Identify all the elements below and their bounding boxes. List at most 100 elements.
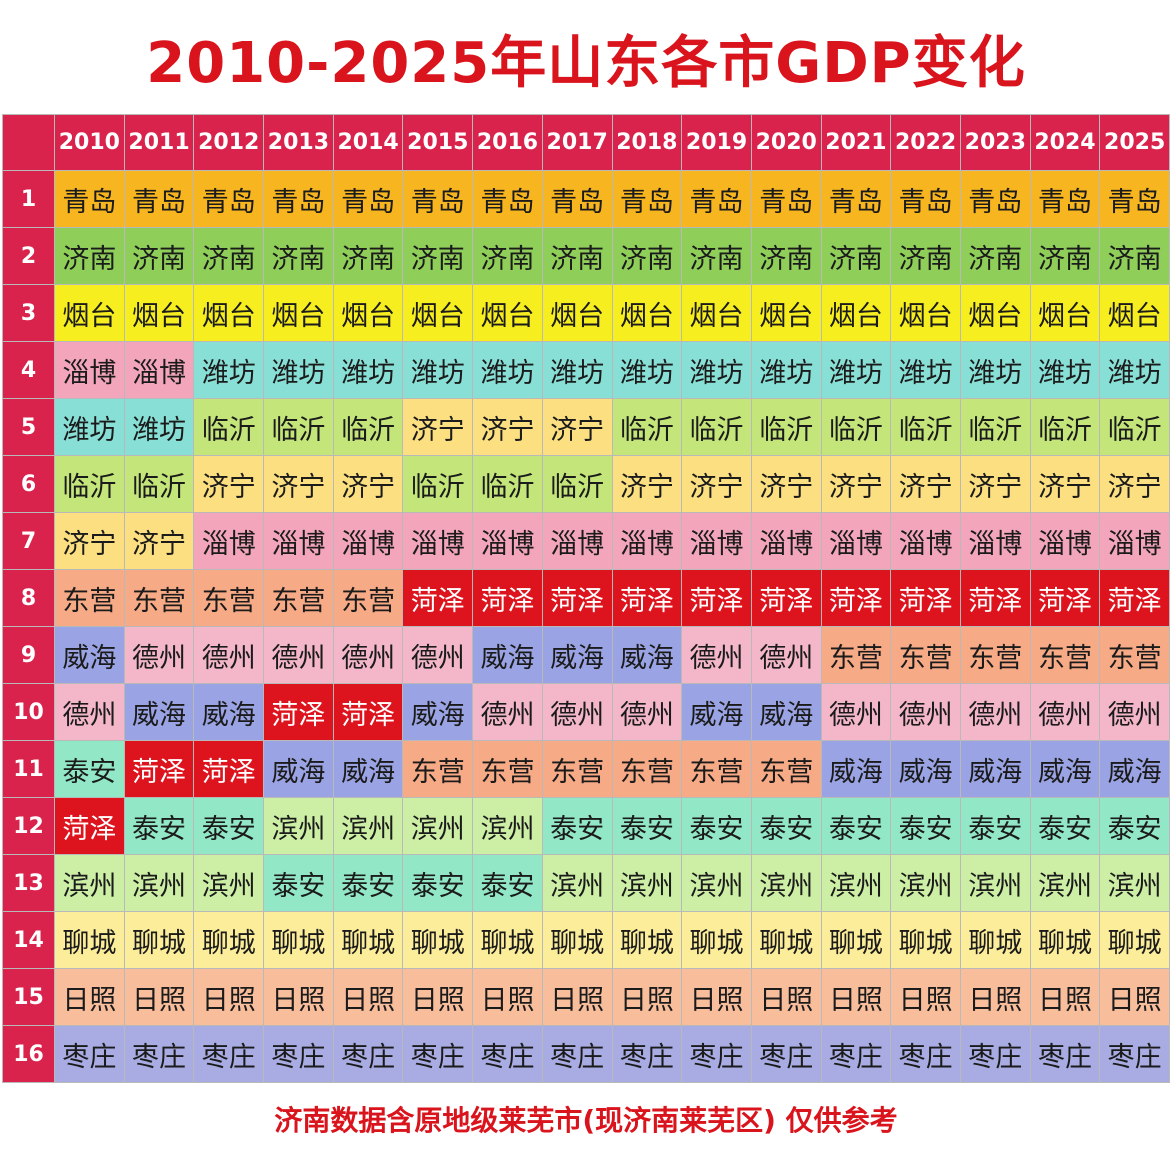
city-cell: 德州 xyxy=(472,683,543,741)
city-cell: 临沂 xyxy=(611,398,683,456)
table-row: 13 滨州 滨州 滨州 泰安 泰安 泰安 泰安 滨州 滨州 滨州 滨州 滨州 滨州 滨州 滨州 滨州 xyxy=(2,854,1170,912)
city-cell: 聊城 xyxy=(54,911,125,969)
rank-number: 12 xyxy=(2,797,55,855)
city-cell: 青岛 xyxy=(332,170,404,228)
ranking-table: 2010 2011 2012 2013 2014 2015 2016 2017 … xyxy=(2,114,1170,1083)
city-cell: 济南 xyxy=(959,227,1031,285)
city-cell: 潍坊 xyxy=(541,341,613,399)
city-cell: 东营 xyxy=(402,740,474,798)
footnote: 济南数据含原地级莱芜市(现济南莱芜区) 仅供参考 xyxy=(274,1104,898,1137)
year-header-row: 2010 2011 2012 2013 2014 2015 2016 2017 … xyxy=(2,114,1170,171)
city-cell: 滨州 xyxy=(54,854,125,912)
city-cell: 日照 xyxy=(541,968,613,1026)
city-cell: 青岛 xyxy=(890,170,961,228)
city-cell: 枣庄 xyxy=(472,1025,543,1083)
city-cell: 聊城 xyxy=(890,911,961,969)
city-cell: 菏泽 xyxy=(332,683,404,741)
city-cell: 济宁 xyxy=(123,512,195,570)
year-header: 2022 xyxy=(890,114,961,171)
table-row: 5 潍坊 潍坊 临沂 临沂 临沂 济宁 济宁 济宁 临沂 临沂 临沂 临沂 临沂 临沂 临沂 临沂 xyxy=(2,398,1170,456)
city-cell: 济南 xyxy=(611,227,683,285)
year-header: 2017 xyxy=(541,114,613,171)
city-cell: 东营 xyxy=(959,626,1031,684)
city-cell: 东营 xyxy=(820,626,892,684)
year-header: 2021 xyxy=(820,114,892,171)
city-cell: 青岛 xyxy=(193,170,265,228)
city-cell: 青岛 xyxy=(541,170,613,228)
city-cell: 潍坊 xyxy=(750,341,822,399)
city-cell: 枣庄 xyxy=(820,1025,892,1083)
city-cell: 日照 xyxy=(193,968,265,1026)
city-cell: 德州 xyxy=(611,683,683,741)
city-cell: 枣庄 xyxy=(959,1025,1031,1083)
city-cell: 威海 xyxy=(263,740,334,798)
city-cell: 聊城 xyxy=(1099,911,1170,969)
city-cell: 东营 xyxy=(890,626,961,684)
city-cell: 济宁 xyxy=(890,455,961,513)
rank-number: 15 xyxy=(2,968,55,1026)
city-cell: 烟台 xyxy=(611,284,683,342)
year-header: 2019 xyxy=(681,114,752,171)
city-cell: 滨州 xyxy=(263,797,334,855)
city-cell: 潍坊 xyxy=(681,341,752,399)
city-cell: 临沂 xyxy=(820,398,892,456)
city-cell: 日照 xyxy=(681,968,752,1026)
city-cell: 潍坊 xyxy=(263,341,334,399)
city-cell: 威海 xyxy=(611,626,683,684)
city-cell: 滨州 xyxy=(472,797,543,855)
city-cell: 济宁 xyxy=(54,512,125,570)
city-cell: 潍坊 xyxy=(332,341,404,399)
city-cell: 潍坊 xyxy=(193,341,265,399)
city-cell: 临沂 xyxy=(332,398,404,456)
city-cell: 日照 xyxy=(123,968,195,1026)
rank-number: 7 xyxy=(2,512,55,570)
city-cell: 济南 xyxy=(890,227,961,285)
city-cell: 泰安 xyxy=(1029,797,1101,855)
city-cell: 滨州 xyxy=(1099,854,1170,912)
year-header: 2015 xyxy=(402,114,474,171)
city-cell: 淄博 xyxy=(1099,512,1170,570)
city-cell: 济宁 xyxy=(1099,455,1170,513)
city-cell: 菏泽 xyxy=(54,797,125,855)
city-cell: 聊城 xyxy=(611,911,683,969)
city-cell: 滨州 xyxy=(681,854,752,912)
city-cell: 威海 xyxy=(1099,740,1170,798)
city-cell: 淄博 xyxy=(123,341,195,399)
city-cell: 临沂 xyxy=(472,455,543,513)
city-cell: 枣庄 xyxy=(1029,1025,1101,1083)
city-cell: 淄博 xyxy=(332,512,404,570)
city-cell: 淄博 xyxy=(263,512,334,570)
city-cell: 潍坊 xyxy=(54,398,125,456)
city-cell: 青岛 xyxy=(123,170,195,228)
city-cell: 济宁 xyxy=(1029,455,1101,513)
city-cell: 威海 xyxy=(890,740,961,798)
city-cell: 烟台 xyxy=(1099,284,1170,342)
city-cell: 威海 xyxy=(750,683,822,741)
city-cell: 威海 xyxy=(959,740,1031,798)
city-cell: 济南 xyxy=(472,227,543,285)
city-cell: 济南 xyxy=(402,227,474,285)
city-cell: 临沂 xyxy=(750,398,822,456)
year-header: 2023 xyxy=(959,114,1031,171)
city-cell: 德州 xyxy=(193,626,265,684)
city-cell: 青岛 xyxy=(959,170,1031,228)
city-cell: 聊城 xyxy=(750,911,822,969)
city-cell: 淄博 xyxy=(820,512,892,570)
table-row: 6 临沂 临沂 济宁 济宁 济宁 临沂 临沂 临沂 济宁 济宁 济宁 济宁 济宁 济宁 济宁 济宁 xyxy=(2,455,1170,513)
table-row: 16 枣庄 枣庄 枣庄 枣庄 枣庄 枣庄 枣庄 枣庄 枣庄 枣庄 枣庄 枣庄 枣庄 枣庄 枣庄 枣庄 xyxy=(2,1025,1170,1083)
city-cell: 青岛 xyxy=(820,170,892,228)
city-cell: 青岛 xyxy=(1099,170,1170,228)
city-cell: 菏泽 xyxy=(1099,569,1170,627)
rank-number: 5 xyxy=(2,398,55,456)
city-cell: 威海 xyxy=(123,683,195,741)
city-cell: 济南 xyxy=(1099,227,1170,285)
table-row: 10 德州 威海 威海 菏泽 菏泽 威海 德州 德州 德州 威海 威海 德州 德州 德州 德州 德州 xyxy=(2,683,1170,741)
year-header: 2013 xyxy=(263,114,334,171)
city-cell: 滨州 xyxy=(193,854,265,912)
city-cell: 菏泽 xyxy=(820,569,892,627)
year-header: 2012 xyxy=(193,114,265,171)
city-cell: 烟台 xyxy=(541,284,613,342)
year-header: 2010 xyxy=(54,114,125,171)
city-cell: 东营 xyxy=(263,569,334,627)
city-cell: 滨州 xyxy=(332,797,404,855)
